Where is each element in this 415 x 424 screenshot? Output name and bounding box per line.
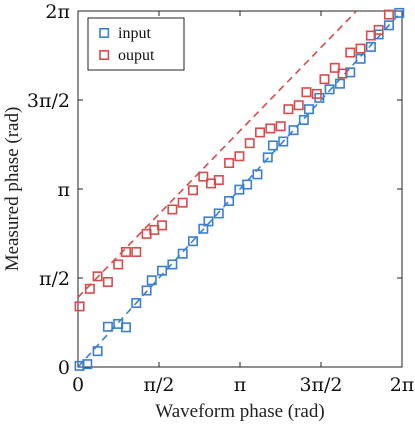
data-point-input <box>288 125 299 136</box>
data-point-ouput <box>131 246 142 257</box>
data-point-ouput <box>244 138 255 149</box>
series-ouput <box>74 9 394 312</box>
data-point-input <box>187 236 198 247</box>
legend-label-ouput: ouput <box>118 47 155 64</box>
data-point-ouput <box>345 47 356 58</box>
y-tick-label: 0 <box>58 357 70 379</box>
data-point-input <box>242 179 253 190</box>
data-point-input <box>383 20 394 31</box>
x-tick-label: 3π/2 <box>299 374 342 396</box>
data-point-ouput <box>373 24 384 35</box>
data-point-ouput <box>198 171 209 182</box>
data-point-ouput <box>275 121 286 132</box>
data-point-ouput <box>329 62 340 73</box>
data-point-input <box>334 78 345 89</box>
data-point-input <box>102 321 113 332</box>
data-point-ouput <box>293 100 304 111</box>
y-tick-label: π/2 <box>39 268 70 290</box>
y-tick-label: π <box>58 179 71 201</box>
data-point-input <box>92 346 103 357</box>
data-point-input <box>198 223 209 234</box>
data-point-input <box>278 136 289 147</box>
x-tick-label: π/2 <box>144 374 175 396</box>
legend-box <box>87 17 185 71</box>
data-point-input <box>304 104 315 115</box>
y-tick-label: 3π/2 <box>27 90 70 112</box>
legend-marker-input <box>99 27 110 38</box>
data-point-input <box>203 216 214 227</box>
data-point-input <box>120 322 131 333</box>
data-point-input <box>82 359 93 370</box>
data-point-ouput <box>167 204 178 215</box>
data-point-input <box>177 248 188 259</box>
x-tick-label: 2π <box>390 374 415 396</box>
data-point-input <box>157 265 168 276</box>
data-point-ouput <box>92 271 103 282</box>
data-point-ouput <box>234 151 245 162</box>
y-axis-label: Measured phase (rad) <box>2 107 23 272</box>
data-point-input <box>298 114 309 125</box>
legend-label-input: input <box>118 25 151 42</box>
x-tick-label: 0 <box>72 374 84 396</box>
x-tick-label: π <box>234 374 247 396</box>
data-point-ouput <box>177 197 188 208</box>
data-point-ouput <box>113 259 124 270</box>
data-point-ouput <box>84 283 95 294</box>
data-point-input <box>252 169 263 180</box>
data-point-ouput <box>102 277 113 288</box>
data-point-ouput <box>355 43 366 54</box>
series-input <box>74 7 405 371</box>
data-point-ouput <box>213 175 224 186</box>
data-point-input <box>365 41 376 52</box>
data-point-input <box>394 7 405 18</box>
data-point-input <box>146 275 157 286</box>
data-point-ouput <box>319 74 330 85</box>
data-point-ouput <box>187 185 198 196</box>
data-point-ouput <box>120 246 131 257</box>
data-point-ouput <box>337 68 348 79</box>
x-axis-label: Waveform phase (rad) <box>155 401 324 422</box>
data-point-input <box>224 195 235 206</box>
data-point-input <box>213 208 224 219</box>
data-point-ouput <box>301 87 312 98</box>
data-point-ouput <box>255 127 266 138</box>
fit-line-input <box>78 11 402 367</box>
data-point-input <box>167 259 178 270</box>
data-point-input <box>141 285 152 296</box>
data-point-ouput <box>74 301 85 312</box>
legend-marker-ouput <box>99 49 110 60</box>
data-point-ouput <box>224 158 235 169</box>
data-point-input <box>355 53 366 64</box>
fit-line-ouput <box>78 11 358 298</box>
data-point-ouput <box>283 104 294 115</box>
data-point-ouput <box>311 88 322 99</box>
data-point-input <box>234 184 245 195</box>
data-point-input <box>131 297 142 308</box>
data-point-ouput <box>157 220 168 231</box>
data-point-ouput <box>365 30 376 41</box>
legend: input ouput <box>87 17 185 71</box>
data-point-ouput <box>265 123 276 134</box>
y-tick-label: 2π <box>45 1 70 23</box>
data-point-input <box>267 140 278 151</box>
data-point-input <box>262 152 273 163</box>
data-point-ouput <box>383 9 394 20</box>
data-point-input <box>324 84 335 95</box>
